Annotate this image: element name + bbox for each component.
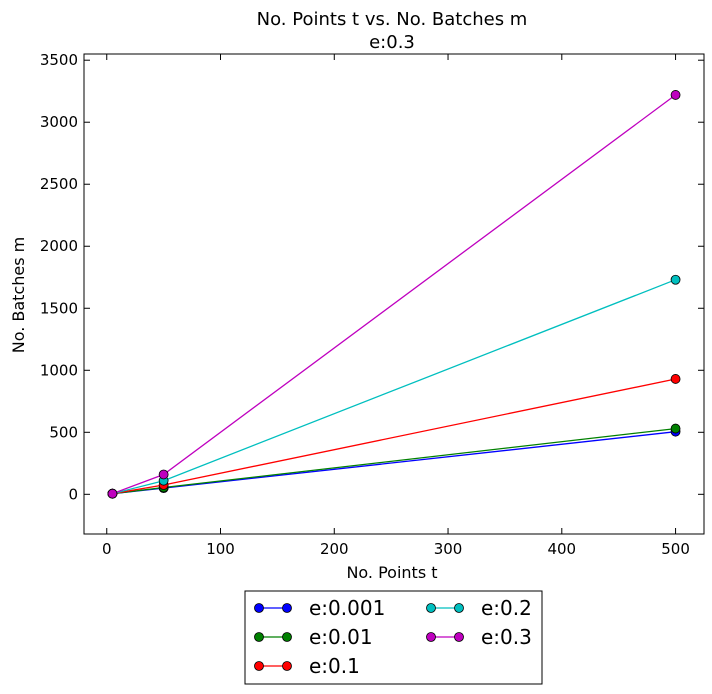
legend-marker [254, 603, 264, 613]
y-tick-label: 2500 [40, 175, 78, 193]
x-tick-label: 200 [320, 540, 349, 558]
data-point [670, 374, 681, 384]
legend-marker [282, 603, 292, 613]
plot-area: 0 100 200 300 400 500 0 500 1000 1500 2000 2500 3000… [40, 51, 705, 558]
legend-marker [254, 632, 264, 642]
x-tick-label: 300 [434, 540, 463, 558]
y-tick-label: 500 [49, 423, 78, 441]
y-tick-label: 3500 [40, 51, 78, 69]
legend-label: e:0.1 [309, 654, 360, 678]
y-tick-label: 0 [68, 485, 78, 503]
data-point [107, 488, 118, 499]
series-line [112, 427, 676, 495]
chart-subtitle: e:0.3 [369, 32, 415, 53]
legend-marker [282, 632, 292, 642]
legend-label: e:0.001 [309, 596, 385, 620]
chart-title: No. Points t vs. No. Batches m [257, 9, 528, 30]
x-axis-label: No. Points t [346, 563, 437, 582]
y-tick-label: 2000 [40, 237, 78, 255]
legend-marker [426, 603, 436, 613]
x-tick-label: 500 [661, 540, 690, 558]
legend-label: e:0.2 [481, 596, 532, 620]
data-point [158, 469, 169, 480]
data-point [670, 423, 681, 434]
legend-marker [454, 603, 464, 613]
legend: e:0.001 e:0.01 e:0.1 e:0.2 e:0.3 [244, 590, 543, 685]
y-tick-label: 1500 [40, 299, 78, 317]
x-tick-label: 400 [547, 540, 576, 558]
series-line [112, 431, 676, 495]
legend-marker [282, 661, 292, 671]
legend-marker [454, 632, 464, 642]
y-tick-label: 1000 [40, 361, 78, 379]
legend-label: e:0.01 [309, 625, 373, 649]
x-tick-label: 100 [206, 540, 235, 558]
series-line [112, 94, 676, 495]
legend-box [244, 590, 543, 685]
series-line [112, 378, 676, 495]
y-tick-label: 3000 [40, 113, 78, 131]
x-tick-label: 0 [102, 540, 112, 558]
legend-marker [426, 632, 436, 642]
plot-frame [83, 53, 705, 535]
data-point [670, 90, 681, 100]
data-point [670, 274, 681, 285]
y-axis-label: No. Batches m [9, 237, 28, 354]
legend-marker [254, 661, 264, 671]
legend-label: e:0.3 [481, 625, 532, 649]
